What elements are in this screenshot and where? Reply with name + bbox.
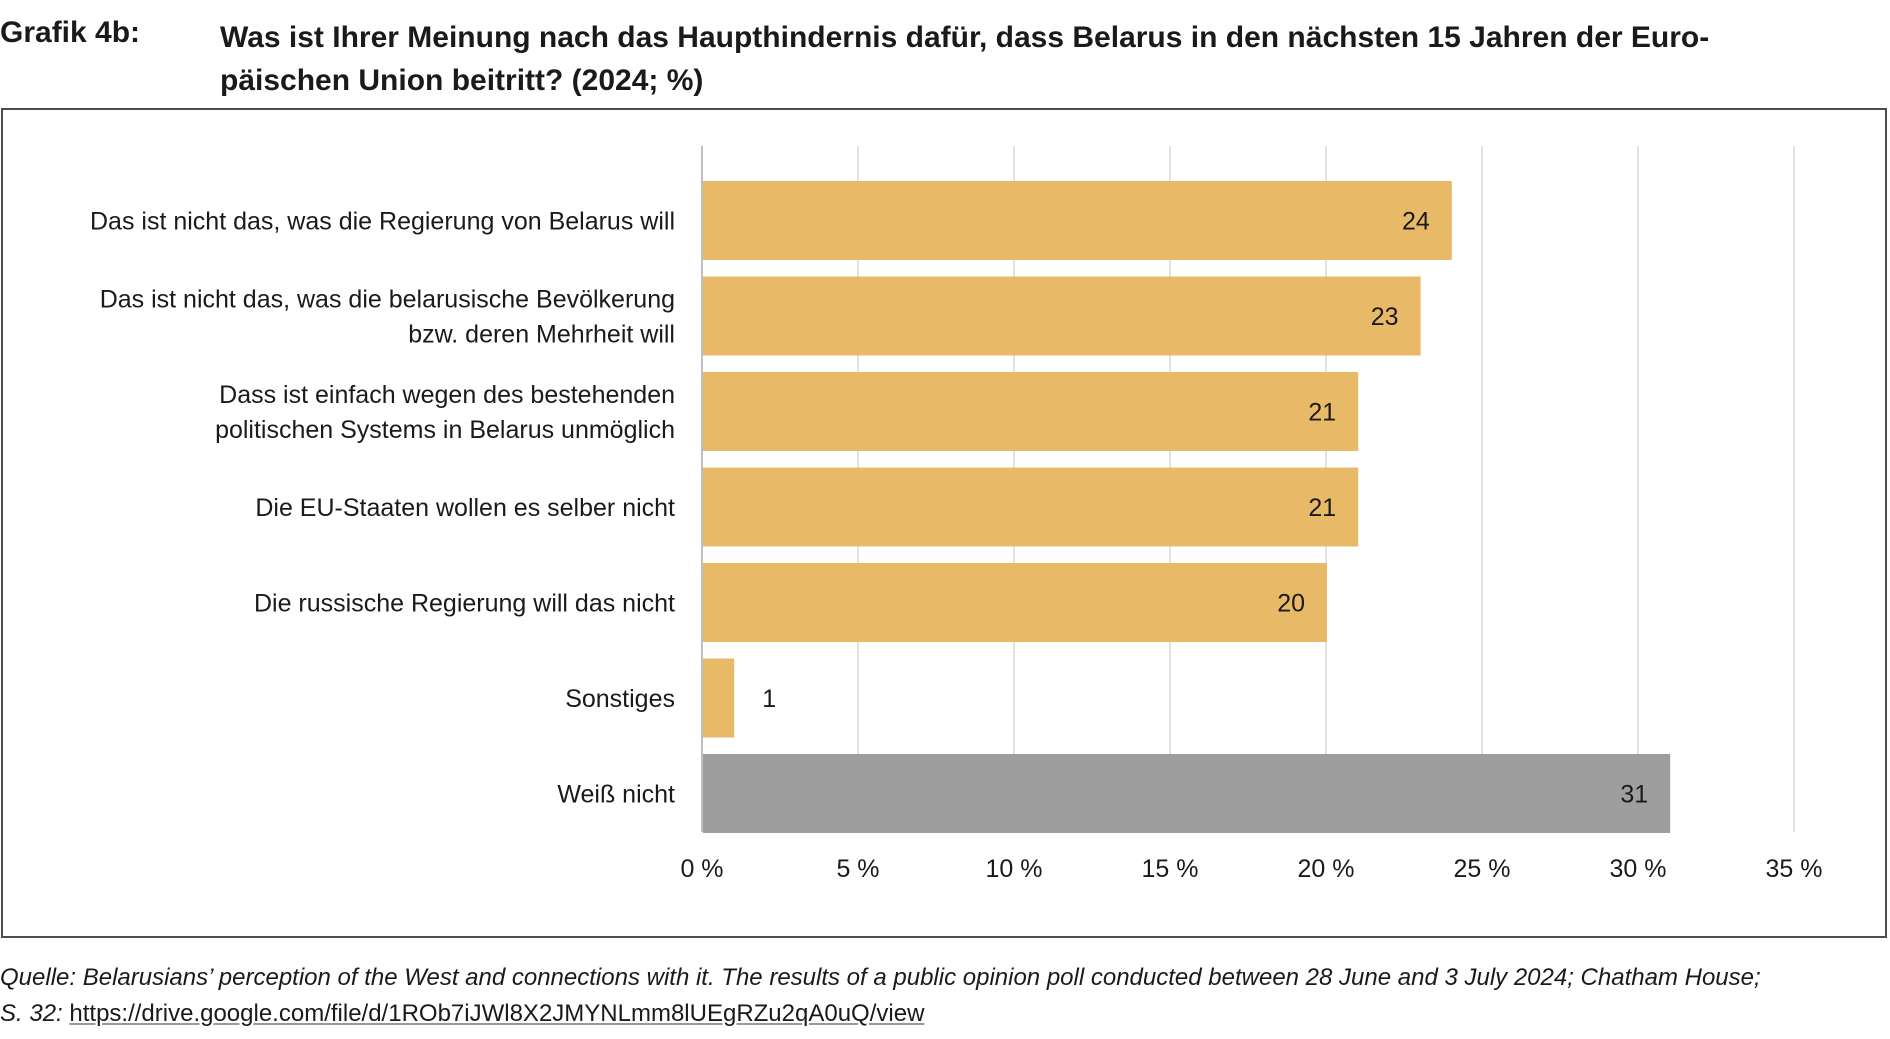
- x-tick-label-5: 5 %: [836, 855, 879, 883]
- value-label-2: 21: [1308, 399, 1336, 427]
- category-label-0-line-0: Das ist nicht das, was die Regierung von…: [90, 208, 675, 236]
- bar-3: [703, 467, 1359, 547]
- category-label-5-line-0: Sonstiges: [565, 685, 675, 713]
- category-label-6-line-0: Weiß nicht: [557, 781, 675, 809]
- category-label-3: Die EU-Staaten wollen es selber nicht: [255, 494, 675, 522]
- category-label-2-line-1: politischen Systems in Belarus unmöglich: [215, 416, 675, 444]
- bar-6: [703, 754, 1671, 833]
- value-label-6: 31: [1620, 781, 1648, 809]
- x-tick-label-35: 35 %: [1766, 855, 1823, 883]
- value-label-1: 23: [1371, 303, 1399, 331]
- source-page-ref: S. 32:: [0, 1000, 63, 1027]
- x-tick-label-0: 0 %: [680, 855, 723, 883]
- value-label-5: 1: [762, 685, 776, 713]
- bar-4: [703, 563, 1327, 642]
- category-label-0: Das ist nicht das, was die Regierung von…: [90, 208, 675, 236]
- bar-5: [703, 658, 735, 738]
- figure-title-line-1: Was ist Ihrer Meinung nach das Haupthind…: [220, 21, 1710, 54]
- bar-0: [703, 181, 1452, 260]
- chart-frame: 24 Das ist nicht das, was die Regierung v…: [1, 108, 1887, 938]
- source-link[interactable]: https://drive.google.com/file/d/1ROb7iJW…: [69, 1000, 925, 1027]
- category-label-3-line-0: Die EU-Staaten wollen es selber nicht: [255, 494, 675, 522]
- x-tick-label-25: 25 %: [1454, 855, 1511, 883]
- category-label-1: Das ist nicht das, was die belarusische …: [100, 286, 675, 349]
- x-tick-label-30: 30 %: [1610, 855, 1667, 883]
- bar-2: [703, 372, 1359, 451]
- x-tick-label-10: 10 %: [986, 855, 1043, 883]
- figure-title-line-2: päischen Union beitritt? (2024; %): [220, 64, 704, 97]
- figure-label: Grafik 4b:: [0, 16, 141, 49]
- x-tick-label-20: 20 %: [1298, 855, 1355, 883]
- category-label-6: Weiß nicht: [557, 781, 675, 809]
- source-line-2: S. 32: https://drive.google.com/file/d/1…: [0, 996, 1890, 1032]
- source-note: Quelle: Belarusians’ perception of the W…: [0, 960, 1890, 1032]
- category-label-5: Sonstiges: [565, 685, 675, 713]
- figure-header: Grafik 4b: Was ist Ihrer Meinung nach da…: [0, 8, 1890, 100]
- category-label-2: Dass ist einfach wegen des bestehenden po…: [215, 381, 675, 444]
- source-line-1: Quelle: Belarusians’ perception of the W…: [0, 964, 1761, 991]
- bar-chart: 24 Das ist nicht das, was die Regierung v…: [90, 146, 1823, 883]
- category-label-1-line-0: Das ist nicht das, was die belarusische …: [100, 286, 675, 314]
- figure-title: Was ist Ihrer Meinung nach das Haupthind…: [220, 16, 1880, 102]
- category-label-4-line-0: Die russische Regierung will das nicht: [254, 590, 675, 618]
- bar-1: [703, 276, 1421, 356]
- category-label-2-line-0: Dass ist einfach wegen des bestehenden: [219, 381, 675, 409]
- category-label-4: Die russische Regierung will das nicht: [254, 590, 675, 618]
- value-label-0: 24: [1402, 208, 1430, 236]
- value-label-3: 21: [1308, 494, 1336, 522]
- x-tick-label-15: 15 %: [1142, 855, 1199, 883]
- category-label-1-line-1: bzw. deren Mehrheit will: [408, 321, 675, 349]
- value-label-4: 20: [1277, 590, 1305, 618]
